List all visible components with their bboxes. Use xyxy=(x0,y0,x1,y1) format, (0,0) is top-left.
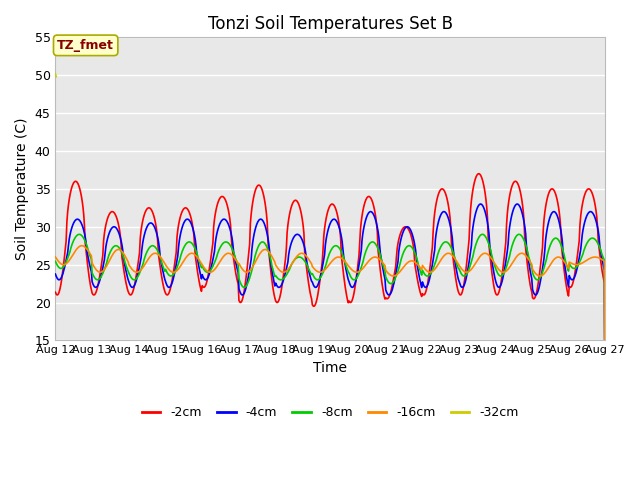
Y-axis label: Soil Temperature (C): Soil Temperature (C) xyxy=(15,118,29,260)
Text: TZ_fmet: TZ_fmet xyxy=(57,39,114,52)
Legend: -2cm, -4cm, -8cm, -16cm, -32cm: -2cm, -4cm, -8cm, -16cm, -32cm xyxy=(137,401,524,424)
X-axis label: Time: Time xyxy=(314,361,348,375)
Title: Tonzi Soil Temperatures Set B: Tonzi Soil Temperatures Set B xyxy=(208,15,453,33)
